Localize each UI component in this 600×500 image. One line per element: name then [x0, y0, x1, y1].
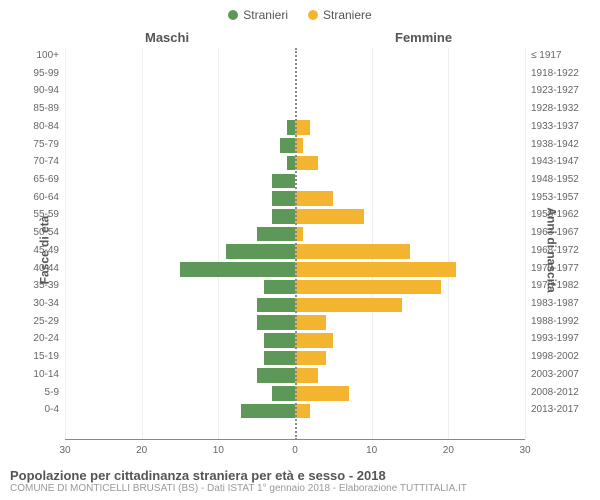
birth-year-label: 2008-2012: [531, 387, 579, 398]
birth-year-label: 1933-1937: [531, 121, 579, 132]
age-label: 75-79: [33, 139, 59, 150]
bar-female: [295, 298, 402, 313]
x-tick: 30: [519, 445, 530, 456]
x-tick: 10: [366, 445, 377, 456]
birth-year-label: 1958-1962: [531, 209, 579, 220]
bar-male: [280, 138, 295, 153]
age-label: 80-84: [33, 121, 59, 132]
age-label: 5-9: [45, 387, 59, 398]
bar-female: [295, 244, 410, 259]
bar-female: [295, 209, 364, 224]
header-male: Maschi: [145, 30, 189, 45]
age-label: 20-24: [33, 333, 59, 344]
gridline: [525, 48, 526, 440]
bar-female: [295, 191, 333, 206]
x-tick: 20: [136, 445, 147, 456]
birth-year-label: 1948-1952: [531, 174, 579, 185]
chart-title: Popolazione per cittadinanza straniera p…: [10, 468, 590, 483]
birth-year-label: 1978-1982: [531, 280, 579, 291]
age-label: 45-49: [33, 245, 59, 256]
bar-male: [272, 209, 295, 224]
bar-male: [287, 120, 295, 135]
legend-label-male: Stranieri: [243, 8, 288, 22]
birth-year-label: 2003-2007: [531, 369, 579, 380]
bar-male: [257, 298, 295, 313]
age-label: 50-54: [33, 227, 59, 238]
legend-dot-female: [308, 10, 318, 20]
birth-year-label: 1928-1932: [531, 103, 579, 114]
legend: Stranieri Straniere: [0, 0, 600, 26]
legend-male: Stranieri: [228, 8, 288, 22]
x-tick: 30: [59, 445, 70, 456]
x-tick: 0: [292, 445, 298, 456]
bar-male: [180, 262, 295, 277]
age-label: 15-19: [33, 351, 59, 362]
birth-year-label: 1923-1927: [531, 85, 579, 96]
bar-male: [272, 386, 295, 401]
bar-male: [272, 174, 295, 189]
age-label: 95-99: [33, 68, 59, 79]
bar-female: [295, 404, 310, 419]
bar-male: [241, 404, 295, 419]
x-tick: 10: [213, 445, 224, 456]
age-label: 0-4: [45, 404, 59, 415]
bar-male: [287, 156, 295, 171]
center-axis: [295, 48, 297, 440]
age-label: 85-89: [33, 103, 59, 114]
legend-label-female: Straniere: [323, 8, 372, 22]
chart-subtitle: COMUNE DI MONTICELLI BRUSATI (BS) - Dati…: [10, 483, 590, 494]
x-tick: 20: [443, 445, 454, 456]
bar-female: [295, 262, 456, 277]
birth-year-label: 1953-1957: [531, 192, 579, 203]
birth-year-label: 1968-1972: [531, 245, 579, 256]
age-label: 35-39: [33, 280, 59, 291]
birth-year-label: 1973-1977: [531, 263, 579, 274]
legend-female: Straniere: [308, 8, 372, 22]
footer: Popolazione per cittadinanza straniera p…: [10, 468, 590, 494]
age-label: 10-14: [33, 369, 59, 380]
birth-year-label: 1988-1992: [531, 316, 579, 327]
age-label: 90-94: [33, 85, 59, 96]
bar-male: [226, 244, 295, 259]
bar-female: [295, 351, 326, 366]
bar-female: [295, 156, 318, 171]
bar-female: [295, 333, 333, 348]
bar-male: [257, 315, 295, 330]
bar-male: [257, 227, 295, 242]
age-label: 55-59: [33, 209, 59, 220]
bar-female: [295, 315, 326, 330]
bar-male: [264, 333, 295, 348]
age-label: 100+: [36, 50, 59, 61]
birth-year-label: 1938-1942: [531, 139, 579, 150]
bar-female: [295, 120, 310, 135]
age-label: 70-74: [33, 156, 59, 167]
birth-year-label: 1963-1967: [531, 227, 579, 238]
birth-year-label: ≤ 1917: [531, 50, 562, 61]
bar-male: [272, 191, 295, 206]
bar-male: [264, 351, 295, 366]
age-label: 25-29: [33, 316, 59, 327]
bar-female: [295, 386, 349, 401]
age-label: 30-34: [33, 298, 59, 309]
birth-year-label: 1918-1922: [531, 68, 579, 79]
birth-year-label: 2013-2017: [531, 404, 579, 415]
plot-area: 3020100102030100+≤ 191795-991918-192290-…: [65, 48, 525, 440]
age-label: 60-64: [33, 192, 59, 203]
x-axis: [65, 439, 525, 440]
age-label: 65-69: [33, 174, 59, 185]
birth-year-label: 1993-1997: [531, 333, 579, 344]
birth-year-label: 1983-1987: [531, 298, 579, 309]
age-label: 40-44: [33, 263, 59, 274]
bar-male: [264, 280, 295, 295]
header-female: Femmine: [395, 30, 452, 45]
birth-year-label: 1943-1947: [531, 156, 579, 167]
legend-dot-male: [228, 10, 238, 20]
bar-male: [257, 368, 295, 383]
bar-female: [295, 280, 441, 295]
birth-year-label: 1998-2002: [531, 351, 579, 362]
bar-female: [295, 368, 318, 383]
